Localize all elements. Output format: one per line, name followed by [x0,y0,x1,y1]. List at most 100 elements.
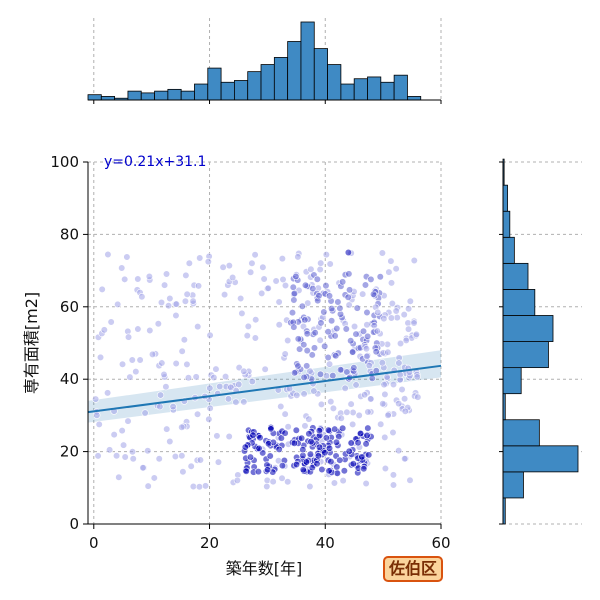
scatter-point [342,325,350,333]
scatter-point [349,408,357,417]
scatter-point [104,250,112,259]
scatter-point [148,350,157,359]
scatter-point [381,433,389,441]
scatter-point [126,373,134,381]
scatter-point [263,482,271,491]
scatter-point [275,321,283,329]
scatter-point [144,447,152,455]
scatter-point [121,275,129,283]
scatter-point [300,390,308,398]
scatter-point [364,332,372,340]
scatter-point [162,383,170,391]
scatter-point [123,253,131,261]
scatter-point [321,342,329,350]
right-hist-bar [502,367,522,395]
scatter-point [413,373,421,381]
x-tick-label: 60 [431,534,450,552]
scatter-point [384,348,392,356]
scatter-point [361,391,369,399]
scatter-point [395,399,403,408]
scatter-point [292,426,300,434]
scatter-point [290,296,298,304]
scatter-point [134,325,142,333]
scatter-point [194,323,202,331]
scatter-point [264,284,272,292]
right-hist-bar [502,210,511,238]
scatter-point [325,467,333,475]
scatter-point [150,474,158,482]
scatter-point [160,281,169,289]
scatter-point [387,314,395,322]
scatter-point [308,464,316,472]
scatter-point [264,440,273,448]
right-hist-bar [502,236,515,264]
scatter-point [328,305,336,313]
scatter-point [364,424,372,432]
scatter-point [160,370,168,379]
top-hist-bar [194,83,209,101]
top-hist-bar [127,90,142,101]
scatter-point [189,482,197,491]
scatter-point [214,458,223,466]
scatter-point [343,408,351,416]
scatter-point [322,251,330,259]
scatter-point [309,284,317,293]
scatter-point [255,444,263,452]
scatter-point [317,319,325,327]
scatter-point [389,481,398,489]
scatter-point [244,322,252,330]
scatter-point [363,352,371,360]
scatter-point [315,443,324,451]
scatter-point [329,404,338,412]
scatter-point [164,302,173,310]
scatter-point [281,429,289,437]
scatter-point [181,297,189,305]
top-hist-bar [287,41,302,101]
scatter-point [278,255,286,263]
scatter-point [361,281,370,289]
scatter-point [359,327,368,335]
scatter-point [324,426,333,434]
scatter-point [380,380,388,389]
scatter-point [185,259,193,267]
scatter-point [172,300,180,308]
scatter-point [156,403,164,411]
scatter-point [166,294,174,303]
scatter-point [260,275,268,283]
scatter-point [324,353,332,362]
scatter-point [220,290,229,299]
right-hist-bar [502,471,524,499]
scatter-point [96,353,105,362]
scatter-point [118,426,126,435]
scatter-point [289,283,297,291]
scatter-point [336,366,345,374]
scatter-point [365,451,373,459]
scatter-point [275,445,283,453]
scatter-point [212,365,220,373]
scatter-point [316,336,324,344]
scatter-point [98,285,106,293]
scatter-point [178,347,186,355]
scatter-point [380,315,388,323]
y-tick-label: 20 [60,443,79,461]
scatter-point [290,289,299,298]
right-hist-bar [502,184,508,212]
scatter-point [247,268,255,276]
top-hist-bar [313,48,328,101]
scatter-point [401,455,409,463]
scatter-point [107,318,115,326]
scatter-point [313,460,321,468]
scatter-point [134,275,142,283]
scatter-point [106,446,114,454]
scatter-point [292,272,300,281]
equation-label: y=0.21x+31.1 [104,154,206,170]
scatter-point [333,324,341,333]
scatter-point [322,282,330,290]
scatter-point [400,310,408,319]
scatter-point [316,265,324,274]
scatter-point [192,373,200,381]
scatter-point [379,400,387,408]
scatter-point [353,304,361,312]
scatter-point [294,362,302,370]
